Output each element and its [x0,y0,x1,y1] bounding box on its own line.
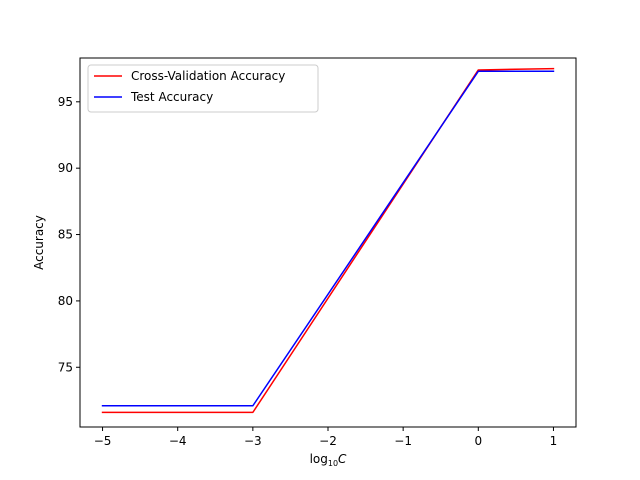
x-tick-label: −3 [244,434,262,448]
y-tick-label: 75 [58,360,73,374]
x-axis-ticks: −5 −4 −3 −2 −1 0 1 [94,427,558,448]
x-tick-label: −4 [169,434,187,448]
legend-label: Test Accuracy [130,90,213,104]
x-tick-label: 1 [550,434,558,448]
legend: Cross-Validation Accuracy Test Accuracy [87,64,319,113]
x-axis-label-variable: C [338,452,347,466]
y-axis-ticks: 75 80 85 90 95 [58,95,80,374]
x-axis-label: log10C [310,452,347,468]
x-tick-label: −5 [94,434,112,448]
legend-label: Cross-Validation Accuracy [131,69,285,83]
y-tick-label: 85 [58,228,73,242]
series-line-cross-validation [101,67,555,414]
x-tick-label: 0 [474,434,482,448]
y-axis-label: Accuracy [32,215,46,270]
x-tick-label: −2 [319,434,337,448]
y-tick-label: 90 [58,161,73,175]
x-tick-label: −1 [394,434,412,448]
y-tick-label: 80 [58,294,73,308]
x-axis-label-base: log [310,452,328,466]
y-tick-label: 95 [58,95,73,109]
series-layer [101,67,555,414]
x-axis-label-subscript: 10 [328,459,338,468]
legend-box [87,64,319,113]
series-line-test [101,70,555,407]
